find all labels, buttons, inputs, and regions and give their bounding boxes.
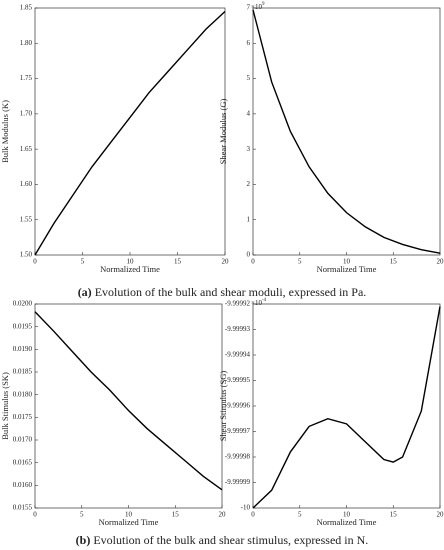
y-tick-label: 0.0200 [13, 300, 33, 308]
y-tick-label: 1.70 [20, 109, 33, 117]
y-tick-label: -9.99999 [225, 478, 251, 486]
x-axis-label: Normalized Time [317, 264, 377, 274]
x-tick-label: 15 [174, 258, 182, 266]
x-tick-label: 5 [81, 258, 85, 266]
y-scale-label: ×109 [251, 2, 265, 10]
y-tick-label: 6 [247, 39, 251, 47]
x-tick-label: 5 [80, 511, 84, 519]
x-tick-label: 0 [251, 258, 255, 266]
plot-frame [252, 303, 441, 509]
plot-frame [252, 7, 441, 256]
caption-label: (a) [78, 285, 92, 299]
y-tick-label: 1.60 [20, 180, 33, 188]
plot-frame [34, 7, 226, 256]
x-tick-label: 20 [437, 511, 444, 519]
y-tick-label: 1.85 [20, 4, 33, 12]
y-scale-base: ×10 [251, 3, 262, 11]
x-tick-label: 5 [298, 511, 302, 519]
y-tick-label: 1.65 [20, 145, 33, 153]
y-tick-label: 5 [247, 74, 251, 82]
x-tick-label: 0 [33, 511, 37, 519]
plot-frame [34, 303, 223, 509]
x-axis-label: Normalized Time [99, 517, 159, 527]
y-tick-label: 4 [247, 109, 251, 117]
caption-text: Evolution of the bulk and shear moduli, … [92, 285, 367, 299]
caption-text: Evolution of the bulk and shear stimulus… [90, 533, 368, 547]
x-tick-label: 0 [251, 511, 255, 519]
y-tick-label: -10 [241, 504, 251, 512]
data-line [252, 9, 441, 254]
caption: (a) Evolution of the bulk and shear modu… [78, 285, 367, 299]
x-tick-label: 20 [437, 258, 444, 266]
caption-label: (b) [76, 533, 91, 547]
y-tick-label: -9.99992 [225, 300, 251, 308]
data-line [34, 11, 226, 256]
y-tick-label: 0.0185 [13, 368, 33, 376]
y-tick-label: 0.0195 [13, 322, 33, 330]
y-tick-label: 0.0175 [13, 413, 33, 421]
x-tick-label: 15 [390, 511, 398, 519]
y-axis-label: Shear Modulus (G) [218, 99, 228, 165]
y-tick-label: 1.75 [20, 74, 33, 82]
y-scale-base: ×10 [251, 299, 262, 307]
y-tick-label: 0.0170 [13, 436, 33, 444]
x-axis-label: Normalized Time [100, 264, 160, 274]
x-axis-label: Normalized Time [317, 517, 377, 527]
x-tick-label: 10 [127, 258, 135, 266]
y-tick-label: 1.80 [20, 39, 33, 47]
y-tick-label: 1.55 [20, 215, 33, 223]
y-tick-label: -9.99998 [225, 453, 251, 461]
y-tick-label: 0 [247, 251, 251, 259]
y-tick-label: 3 [247, 145, 251, 153]
x-tick-label: 20 [222, 258, 230, 266]
y-tick-label: 0.0165 [13, 458, 33, 466]
x-tick-label: 15 [390, 258, 398, 266]
x-tick-label: 10 [343, 511, 351, 519]
y-tick-label: 7 [247, 4, 251, 12]
y-scale-label: ×10-4 [251, 298, 267, 306]
caption: (b) Evolution of the bulk and shear stim… [76, 533, 369, 547]
x-tick-label: 15 [172, 511, 180, 519]
x-tick-label: 10 [125, 511, 133, 519]
y-scale-exponent: -4 [262, 298, 267, 303]
x-tick-label: 20 [219, 511, 227, 519]
y-axis-label: Bulk Modulus (K) [0, 100, 10, 163]
y-tick-label: 1.50 [20, 251, 33, 259]
x-tick-label: 10 [343, 258, 351, 266]
y-tick-label: 0.0180 [13, 390, 33, 398]
data-line [252, 306, 441, 509]
y-tick-label: 1 [247, 215, 251, 223]
y-scale-exponent: 9 [262, 2, 265, 7]
y-tick-label: -9.99995 [225, 376, 251, 384]
y-axis-label: Shear Stimulus (SG) [218, 371, 228, 442]
y-tick-label: 0.0160 [13, 481, 33, 489]
y-tick-label: -9.99994 [225, 351, 251, 359]
y-tick-label: -9.99996 [225, 402, 251, 410]
data-line [34, 311, 223, 491]
y-tick-label: 0.0190 [13, 345, 33, 353]
y-tick-label: -9.99993 [225, 325, 251, 333]
y-axis-label: Bulk Stimulus (SK) [0, 372, 10, 440]
x-tick-label: 0 [33, 258, 37, 266]
y-tick-label: 0.0155 [13, 504, 33, 512]
y-tick-label: 2 [247, 180, 251, 188]
x-tick-label: 5 [298, 258, 302, 266]
y-tick-label: -9.99997 [225, 427, 251, 435]
